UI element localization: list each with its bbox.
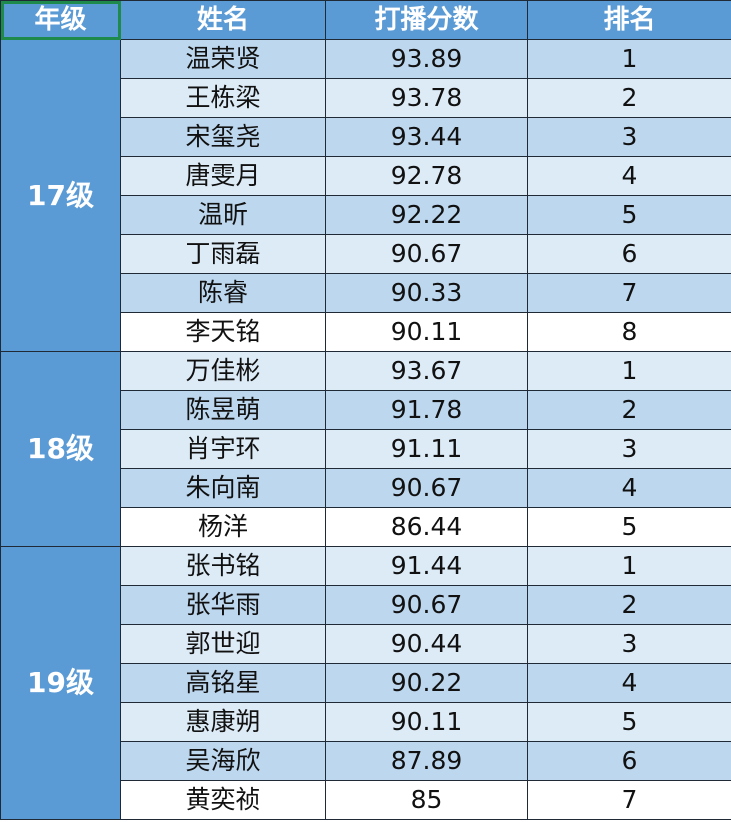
grade-cell[interactable]: 19级 bbox=[0, 546, 121, 820]
header-rank-cell[interactable]: 排名 bbox=[527, 0, 731, 40]
rank-cell[interactable]: 3 bbox=[527, 117, 731, 157]
rank-cell[interactable]: 5 bbox=[527, 195, 731, 235]
header-grade-cell[interactable]: 年级 bbox=[0, 0, 121, 40]
rank-cell[interactable]: 4 bbox=[527, 156, 731, 196]
score-cell[interactable]: 90.67 bbox=[325, 585, 528, 625]
rank-cell[interactable]: 1 bbox=[527, 546, 731, 586]
rank-cell[interactable]: 2 bbox=[527, 585, 731, 625]
table-row: 张华雨 90.67 2 bbox=[1, 585, 731, 625]
score-cell[interactable]: 90.67 bbox=[325, 468, 528, 508]
score-cell[interactable]: 90.33 bbox=[325, 273, 528, 313]
rank-cell[interactable]: 2 bbox=[527, 78, 731, 118]
rank-cell[interactable]: 3 bbox=[527, 429, 731, 469]
score-cell[interactable]: 90.11 bbox=[325, 312, 528, 352]
grade-cell[interactable]: 18级 bbox=[0, 351, 121, 547]
name-cell[interactable]: 万佳彬 bbox=[120, 351, 326, 391]
score-cell[interactable]: 93.78 bbox=[325, 78, 528, 118]
score-cell[interactable]: 86.44 bbox=[325, 507, 528, 547]
rank-cell[interactable]: 8 bbox=[527, 312, 731, 352]
header-row: 年级 姓名 打播分数 排名 bbox=[0, 0, 731, 40]
table-row: 郭世迎 90.44 3 bbox=[1, 624, 731, 664]
name-cell[interactable]: 朱向南 bbox=[120, 468, 326, 508]
rank-cell[interactable]: 4 bbox=[527, 663, 731, 703]
name-cell[interactable]: 丁雨磊 bbox=[120, 234, 326, 274]
rank-cell[interactable]: 7 bbox=[527, 273, 731, 313]
rank-cell[interactable]: 6 bbox=[527, 741, 731, 781]
score-cell[interactable]: 92.22 bbox=[325, 195, 528, 235]
name-cell[interactable]: 王栋梁 bbox=[120, 78, 326, 118]
table-row: 肖宇环 91.11 3 bbox=[1, 429, 731, 469]
table-row: 19级 张书铭 91.44 1 bbox=[0, 546, 731, 820]
name-cell[interactable]: 温荣贤 bbox=[120, 39, 326, 79]
table-row: 丁雨磊 90.67 6 bbox=[1, 234, 731, 274]
score-cell[interactable]: 85 bbox=[325, 780, 528, 820]
rank-cell[interactable]: 6 bbox=[527, 234, 731, 274]
table-row: 陈睿 90.33 7 bbox=[1, 273, 731, 313]
name-cell[interactable]: 温昕 bbox=[120, 195, 326, 235]
table-row: 朱向南 90.67 4 bbox=[1, 468, 731, 508]
rank-cell[interactable]: 5 bbox=[527, 507, 731, 547]
score-cell[interactable]: 93.67 bbox=[325, 351, 528, 391]
name-cell[interactable]: 惠康朔 bbox=[120, 702, 326, 742]
rank-cell[interactable]: 7 bbox=[527, 780, 731, 820]
table-row: 惠康朔 90.11 5 bbox=[1, 702, 731, 742]
score-cell[interactable]: 90.11 bbox=[325, 702, 528, 742]
table-row: 杨洋 86.44 5 bbox=[1, 507, 731, 547]
name-cell[interactable]: 宋玺尧 bbox=[120, 117, 326, 157]
table-row: 吴海欣 87.89 6 bbox=[1, 741, 731, 781]
name-cell[interactable]: 肖宇环 bbox=[120, 429, 326, 469]
name-cell[interactable]: 张书铭 bbox=[120, 546, 326, 586]
table-row: 高铭星 90.22 4 bbox=[1, 663, 731, 703]
score-cell[interactable]: 91.44 bbox=[325, 546, 528, 586]
name-cell[interactable]: 张华雨 bbox=[120, 585, 326, 625]
rank-cell[interactable]: 5 bbox=[527, 702, 731, 742]
score-cell[interactable]: 93.44 bbox=[325, 117, 528, 157]
score-cell[interactable]: 90.22 bbox=[325, 663, 528, 703]
table-row: 陈昱萌 91.78 2 bbox=[1, 390, 731, 430]
score-cell[interactable]: 92.78 bbox=[325, 156, 528, 196]
score-cell[interactable]: 90.67 bbox=[325, 234, 528, 274]
score-cell[interactable]: 91.78 bbox=[325, 390, 528, 430]
name-cell[interactable]: 吴海欣 bbox=[120, 741, 326, 781]
rank-cell[interactable]: 1 bbox=[527, 351, 731, 391]
name-cell[interactable]: 黄奕祯 bbox=[120, 780, 326, 820]
rank-cell[interactable]: 2 bbox=[527, 390, 731, 430]
table-row: 17级 温荣贤 93.89 1 bbox=[0, 39, 731, 352]
name-cell[interactable]: 高铭星 bbox=[120, 663, 326, 703]
score-cell[interactable]: 91.11 bbox=[325, 429, 528, 469]
name-cell[interactable]: 陈睿 bbox=[120, 273, 326, 313]
score-cell[interactable]: 90.44 bbox=[325, 624, 528, 664]
name-cell[interactable]: 唐雯月 bbox=[120, 156, 326, 196]
table-row: 唐雯月 92.78 4 bbox=[1, 156, 731, 196]
header-score-cell[interactable]: 打播分数 bbox=[325, 0, 528, 40]
table-row: 李天铭 90.11 8 bbox=[1, 312, 731, 352]
header-name-cell[interactable]: 姓名 bbox=[120, 0, 326, 40]
rank-cell[interactable]: 1 bbox=[527, 39, 731, 79]
name-cell[interactable]: 郭世迎 bbox=[120, 624, 326, 664]
score-cell[interactable]: 93.89 bbox=[325, 39, 528, 79]
table-row: 18级 万佳彬 93.67 1 bbox=[0, 351, 731, 547]
rank-cell[interactable]: 4 bbox=[527, 468, 731, 508]
table-row: 王栋梁 93.78 2 bbox=[1, 78, 731, 118]
grade-cell[interactable]: 17级 bbox=[0, 39, 121, 352]
rank-cell[interactable]: 3 bbox=[527, 624, 731, 664]
score-cell[interactable]: 87.89 bbox=[325, 741, 528, 781]
name-cell[interactable]: 陈昱萌 bbox=[120, 390, 326, 430]
name-cell[interactable]: 李天铭 bbox=[120, 312, 326, 352]
name-cell[interactable]: 杨洋 bbox=[120, 507, 326, 547]
table-row: 宋玺尧 93.44 3 bbox=[1, 117, 731, 157]
table-row: 黄奕祯 85 7 bbox=[1, 780, 731, 820]
